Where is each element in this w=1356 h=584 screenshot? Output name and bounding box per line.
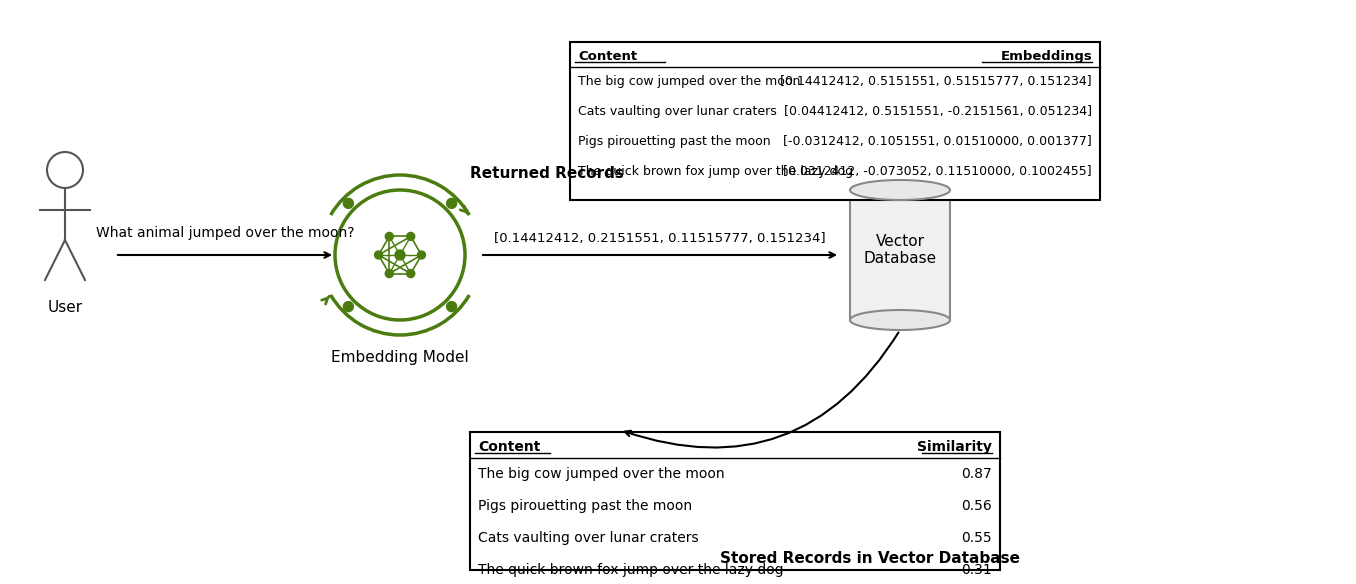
Bar xyxy=(570,42,1100,200)
Circle shape xyxy=(407,232,415,241)
Text: 0.56: 0.56 xyxy=(961,499,993,513)
Text: [0.04412412, 0.5151551, -0.2151561, 0.051234]: [0.04412412, 0.5151551, -0.2151561, 0.05… xyxy=(784,105,1092,118)
Text: The big cow jumped over the moon: The big cow jumped over the moon xyxy=(479,467,724,481)
Circle shape xyxy=(385,270,393,277)
Circle shape xyxy=(343,199,354,208)
Circle shape xyxy=(374,251,382,259)
Text: Similarity: Similarity xyxy=(917,440,993,454)
Circle shape xyxy=(407,270,415,277)
Text: Content: Content xyxy=(479,440,541,454)
Text: Returned Records: Returned Records xyxy=(471,166,624,181)
Text: User: User xyxy=(47,300,83,315)
Text: The quick brown fox jump over the lazy dog: The quick brown fox jump over the lazy d… xyxy=(578,165,853,178)
Ellipse shape xyxy=(850,310,951,330)
Circle shape xyxy=(343,301,354,312)
Text: Stored Records in Vector Database: Stored Records in Vector Database xyxy=(720,551,1020,566)
Text: [-0.0312412, 0.1051551, 0.01510000, 0.001377]: [-0.0312412, 0.1051551, 0.01510000, 0.00… xyxy=(784,135,1092,148)
Text: [0.0312412, -0.073052, 0.11510000, 0.1002455]: [0.0312412, -0.073052, 0.11510000, 0.100… xyxy=(784,165,1092,178)
Text: Vector
Database: Vector Database xyxy=(864,234,937,266)
Text: Pigs pirouetting past the moon: Pigs pirouetting past the moon xyxy=(578,135,770,148)
Text: Embeddings: Embeddings xyxy=(1001,50,1092,63)
Text: [0.14412412, 0.5151551, 0.51515777, 0.151234]: [0.14412412, 0.5151551, 0.51515777, 0.15… xyxy=(780,75,1092,88)
Text: [0.14412412, 0.2151551, 0.11515777, 0.151234]: [0.14412412, 0.2151551, 0.11515777, 0.15… xyxy=(494,232,826,245)
Text: 0.87: 0.87 xyxy=(961,467,993,481)
Text: Cats vaulting over lunar craters: Cats vaulting over lunar craters xyxy=(479,531,698,545)
Text: The quick brown fox jump over the lazy dog: The quick brown fox jump over the lazy d… xyxy=(479,563,784,577)
Text: 0.55: 0.55 xyxy=(961,531,993,545)
Text: Embedding Model: Embedding Model xyxy=(331,350,469,365)
Circle shape xyxy=(395,250,405,260)
Text: Pigs pirouetting past the moon: Pigs pirouetting past the moon xyxy=(479,499,692,513)
Text: Cats vaulting over lunar craters: Cats vaulting over lunar craters xyxy=(578,105,777,118)
Circle shape xyxy=(446,301,457,312)
Text: The big cow jumped over the moon: The big cow jumped over the moon xyxy=(578,75,800,88)
Bar xyxy=(850,190,951,320)
Bar xyxy=(471,432,999,570)
Circle shape xyxy=(385,232,393,241)
Text: Content: Content xyxy=(578,50,637,63)
Circle shape xyxy=(418,251,426,259)
Ellipse shape xyxy=(850,180,951,200)
Circle shape xyxy=(446,199,457,208)
Text: What animal jumped over the moon?: What animal jumped over the moon? xyxy=(96,226,354,240)
Text: 0.31: 0.31 xyxy=(961,563,993,577)
